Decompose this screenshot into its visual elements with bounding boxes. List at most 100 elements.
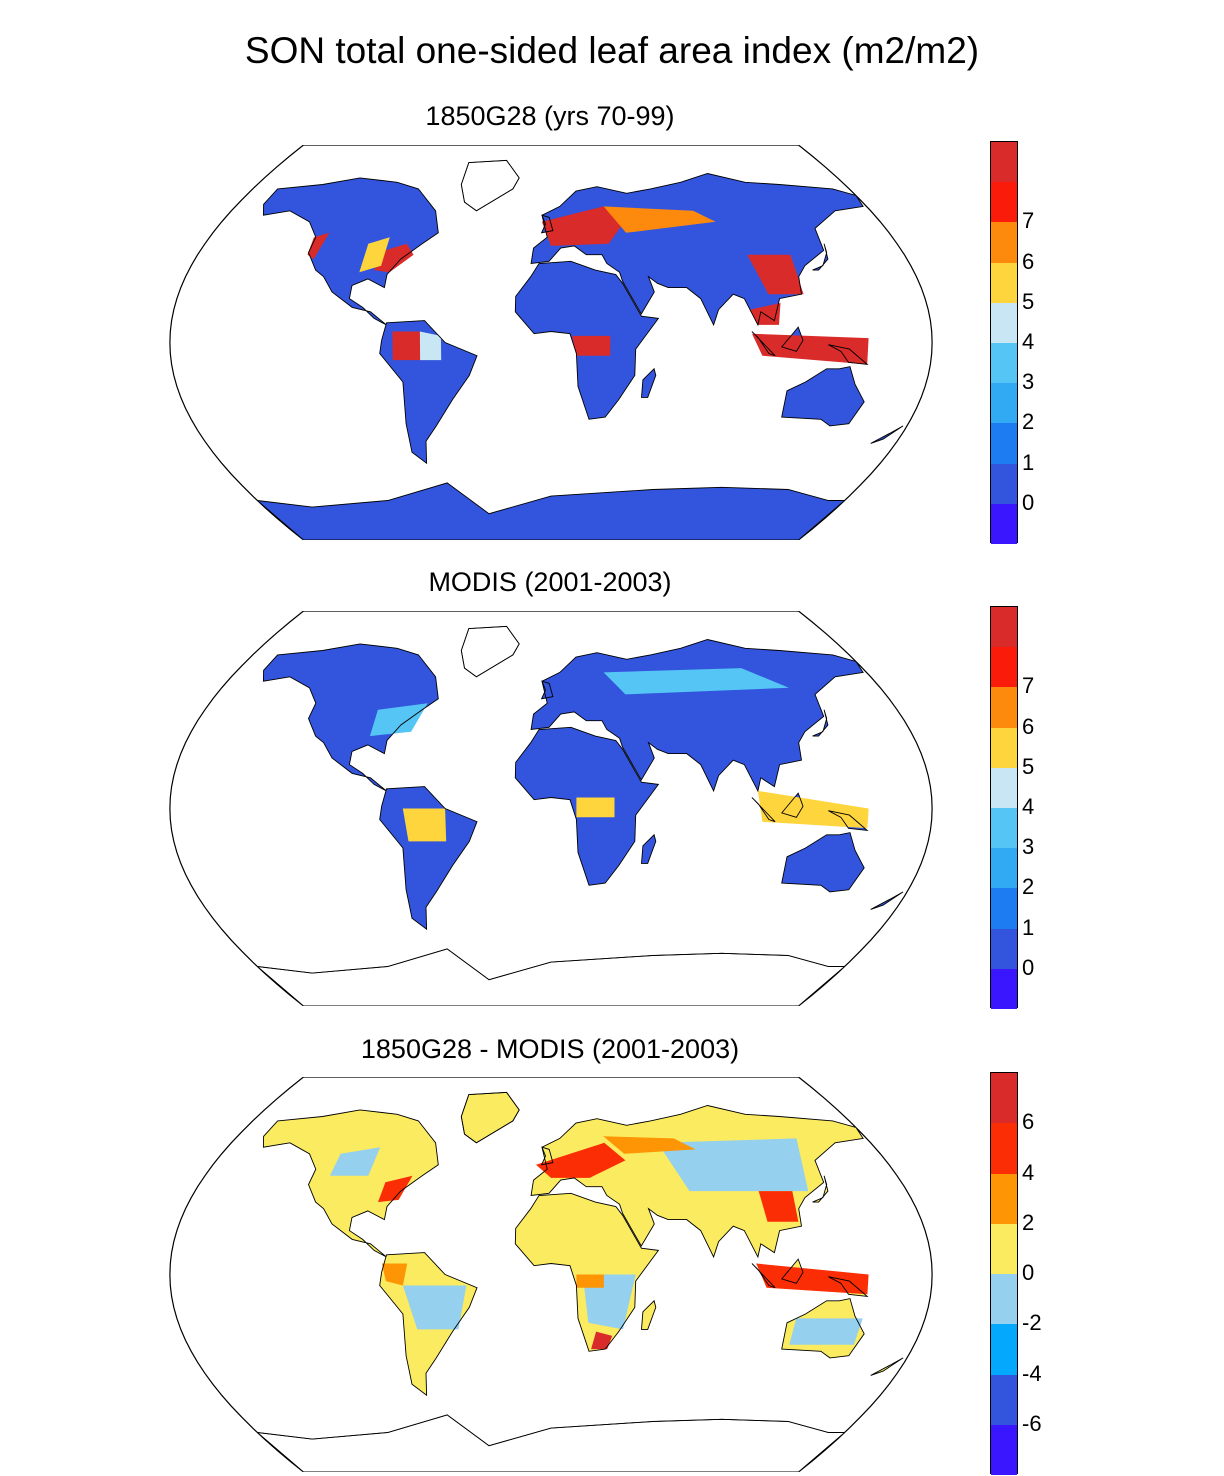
land-madagascar xyxy=(641,368,656,398)
figure-title: SON total one-sided leaf area index (m2/… xyxy=(244,30,980,71)
colorbar-tick-label: 0 xyxy=(1022,489,1035,515)
colorbar-segment xyxy=(991,503,1017,544)
coastline-borneo xyxy=(781,792,804,818)
colorbar-tick-label: 7 xyxy=(1022,673,1035,699)
value-region xyxy=(359,237,390,273)
colorbar-tick-label: 6 xyxy=(1022,713,1035,739)
colorbar-tick-label: 6 xyxy=(1022,248,1035,274)
coastline-uk xyxy=(540,680,554,700)
colorbar-segment xyxy=(991,808,1017,849)
coastline-antarctica xyxy=(255,948,846,1006)
colorbar-segment xyxy=(991,222,1017,263)
value-region xyxy=(756,1263,869,1295)
value-region xyxy=(329,1147,381,1176)
coastline-newGuinea xyxy=(828,344,869,366)
colorbar-tick-label: 0 xyxy=(1022,1260,1035,1285)
colorbar-tick-label: -6 xyxy=(1022,1410,1042,1436)
coastline-northAmerica xyxy=(262,643,439,792)
coastline-madagascar xyxy=(641,367,657,398)
coastline-eurasia xyxy=(530,1105,864,1259)
colorbar-tick-label: 4 xyxy=(1022,1159,1035,1185)
value-region xyxy=(378,1175,413,1203)
colorbar-segment xyxy=(991,1374,1017,1425)
colorbar-segment xyxy=(991,142,1017,183)
value-region xyxy=(419,331,442,361)
coastline-southAmerica xyxy=(379,1252,478,1397)
value-region xyxy=(657,1138,809,1192)
colorbar-tick-label: 7 xyxy=(1022,208,1035,234)
land-australia xyxy=(781,832,865,892)
coastline-newZealand xyxy=(870,425,904,444)
value-region xyxy=(576,1274,604,1288)
coastline-australia xyxy=(781,1298,865,1359)
panel-title: 1850G28 (yrs 70-99) xyxy=(425,101,675,131)
coastline-eurasia xyxy=(530,639,864,793)
colorbar-segment xyxy=(991,647,1017,688)
coastline-australia xyxy=(781,832,865,893)
value-region xyxy=(381,1263,408,1286)
coastline-eurasia xyxy=(530,173,864,327)
coastline-uk xyxy=(540,214,554,234)
colorbar-tick-label: 4 xyxy=(1022,794,1035,819)
land-northAmerica xyxy=(263,177,439,325)
colorbar-segment xyxy=(991,383,1017,424)
coastline-sumatra xyxy=(751,797,776,823)
coastline-greenland xyxy=(460,159,520,212)
coastline-africa xyxy=(514,260,660,420)
colorbar-segment xyxy=(991,423,1017,464)
colorbar-segment xyxy=(991,928,1017,969)
coastline-uk xyxy=(540,1146,554,1166)
colorbar-tick-label: 3 xyxy=(1022,834,1035,860)
colorbar-model xyxy=(990,141,1018,544)
colorbar-tick-label: 2 xyxy=(1022,409,1035,435)
colorbar-tick-label: -2 xyxy=(1022,1310,1042,1336)
coastline-africa xyxy=(514,1192,660,1352)
value-region xyxy=(747,254,804,295)
land-southAmerica xyxy=(379,786,477,930)
colorbar-tick-label: 3 xyxy=(1022,369,1035,395)
coastline-africa xyxy=(514,726,660,886)
colorbar-difference xyxy=(990,1072,1018,1475)
value-region xyxy=(582,1274,636,1330)
colorbar-tick-label: 4 xyxy=(1022,329,1035,354)
coastline-japan xyxy=(812,243,829,271)
colorbar-segment xyxy=(991,767,1017,808)
land-australia xyxy=(781,366,865,426)
world-map-difference xyxy=(169,1077,933,1472)
value-region xyxy=(572,335,611,356)
value-region xyxy=(758,1191,799,1222)
colorbar-segment xyxy=(991,1123,1017,1174)
value-region xyxy=(591,1331,613,1350)
colorbar-tick-label: 5 xyxy=(1022,288,1035,314)
colorbar-segment xyxy=(991,1073,1017,1124)
colorbar-tick-label: 2 xyxy=(1022,1209,1035,1235)
coastline-borneo xyxy=(781,1258,804,1284)
coastline-greenland xyxy=(460,1091,520,1144)
land-madagascar xyxy=(641,834,656,864)
value-region xyxy=(603,1136,696,1154)
colorbar-segment xyxy=(991,343,1017,384)
value-region xyxy=(541,206,625,246)
colorbar-segment xyxy=(991,848,1017,889)
coastline-newGuinea xyxy=(828,810,869,832)
coastline-northAmerica xyxy=(262,177,439,326)
colorbar-segment xyxy=(991,1324,1017,1375)
land-northAmerica xyxy=(263,643,439,791)
coastline-japan xyxy=(812,1175,829,1203)
coastline-southAmerica xyxy=(379,320,478,465)
coastline-greenland xyxy=(460,625,520,678)
colorbar-segment xyxy=(991,1173,1017,1224)
land-northAmerica xyxy=(263,1109,439,1257)
colorbar-tick-label: 2 xyxy=(1022,874,1035,900)
coastline-sumatra xyxy=(751,331,776,357)
colorbar-segment xyxy=(991,1274,1017,1325)
colorbar-tick-label: 1 xyxy=(1022,914,1035,940)
colorbar-tick-label: 5 xyxy=(1022,753,1035,779)
value-region xyxy=(402,808,447,842)
coastline-borneo xyxy=(781,326,804,352)
coastline-northAmerica xyxy=(262,1109,439,1258)
colorbar-segment xyxy=(991,463,1017,504)
colorbar-segment xyxy=(991,727,1017,768)
colorbar-tick-label: 6 xyxy=(1022,1109,1035,1135)
coastline-newZealand xyxy=(870,891,904,910)
